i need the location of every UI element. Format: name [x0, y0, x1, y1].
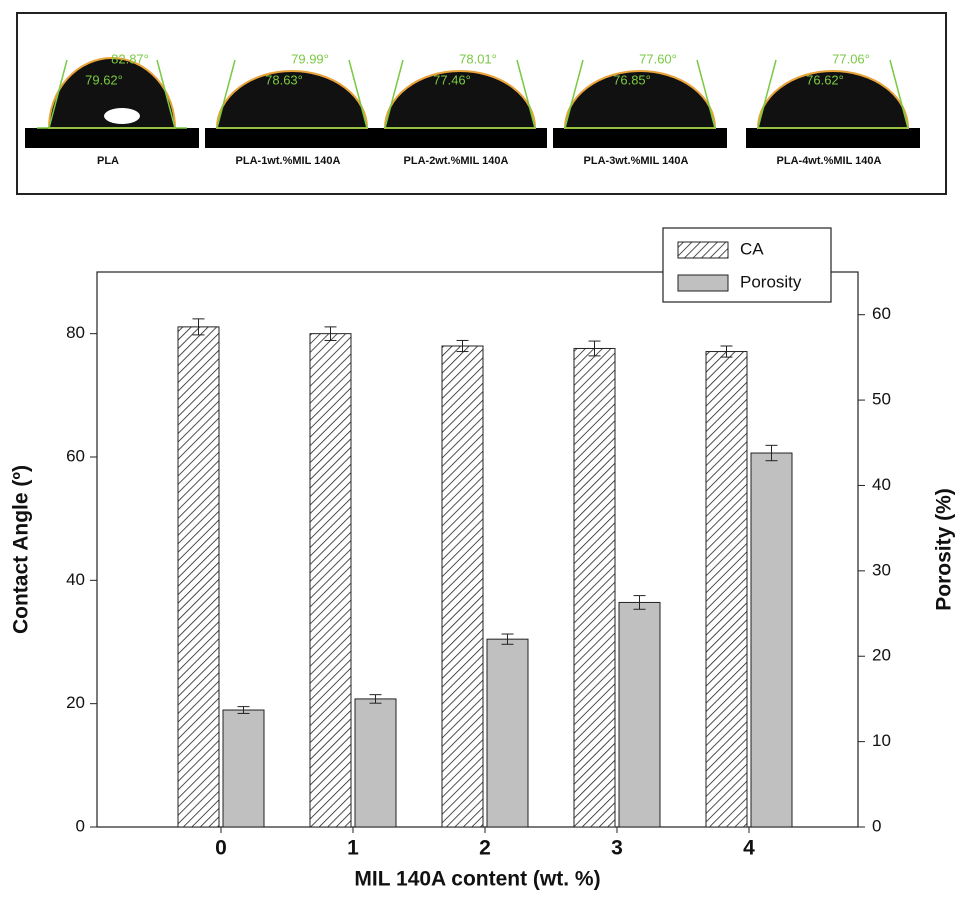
tangent — [156, 59, 176, 129]
reflection — [104, 108, 140, 124]
substrate — [746, 128, 920, 148]
tangent — [757, 59, 777, 129]
tangent — [216, 59, 236, 129]
droplet — [47, 57, 177, 129]
error-bar — [456, 339, 469, 353]
y2-tick-label: 50 — [872, 390, 891, 409]
legend-label: CA — [740, 239, 764, 258]
y2-tick-label: 30 — [872, 560, 891, 579]
substrate — [25, 128, 199, 148]
error-bar — [192, 318, 205, 336]
substrate — [373, 128, 547, 148]
tangent — [696, 59, 716, 129]
y-tick-label: 40 — [66, 570, 85, 589]
angle-label: 76.62° — [806, 72, 844, 87]
error-bar — [588, 340, 601, 357]
y-tick-label: 0 — [76, 816, 85, 835]
tangent — [384, 59, 404, 129]
angle-label: 78.63° — [265, 72, 303, 87]
angle-label: 78.01° — [459, 51, 497, 66]
tangent — [48, 59, 68, 129]
x-tick-label: 0 — [215, 837, 227, 860]
bar — [354, 698, 397, 828]
chart: 0 20 40 60 80 0 10 20 30 40 50 60 0 1 2 3 4 MIL 140A cont… — [10, 227, 956, 891]
angle-label: 79.99° — [291, 51, 329, 66]
error-bar — [720, 345, 733, 358]
bar — [222, 709, 265, 828]
y-axis-title: Contact Angle (º) — [10, 465, 33, 634]
angle-label: 77.06° — [832, 51, 870, 66]
y2-tick-label: 0 — [872, 816, 881, 835]
angle-label: 79.62° — [85, 72, 123, 87]
x-axis-title: MIL 140A content (wt. %) — [354, 868, 600, 891]
error-bar — [501, 633, 514, 645]
y2-tick-label: 10 — [872, 731, 891, 750]
tangent — [564, 59, 584, 129]
x-tick-label: 1 — [347, 837, 359, 860]
x-tick-label: 2 — [479, 837, 491, 860]
legend: CA Porosity — [662, 227, 832, 303]
y-tick-label: 60 — [66, 446, 85, 465]
sample-label: PLA-4wt.%MIL 140A — [777, 155, 882, 167]
y2-axis-title: Porosity (%) — [933, 488, 956, 611]
legend-swatch — [677, 241, 729, 259]
error-bar — [237, 706, 250, 714]
bar — [750, 452, 793, 828]
bar — [573, 347, 616, 828]
angle-label: 77.46° — [433, 72, 471, 87]
y2-tick-label: 20 — [872, 646, 891, 665]
y2-tick-label: 40 — [872, 475, 891, 494]
legend-label: Porosity — [740, 272, 802, 291]
error-bar — [369, 694, 382, 704]
sample-label: PLA-3wt.%MIL 140A — [584, 155, 689, 167]
sample-label: PLA — [97, 155, 119, 167]
tangent — [516, 59, 536, 129]
bar — [618, 601, 661, 828]
tangent — [348, 59, 368, 129]
angle-label: 76.85° — [613, 72, 651, 87]
y-tick-label: 20 — [66, 693, 85, 712]
bar — [441, 345, 484, 828]
y2-tick-label: 60 — [872, 304, 891, 323]
angle-label: 77.60° — [639, 51, 677, 66]
y-tick-label: 80 — [66, 323, 85, 342]
droplet-panel: 82.87° 79.62° PLA 79.99° 78.63° PLA-1wt.%MIL … — [25, 51, 920, 167]
angle-label: 82.87° — [111, 51, 149, 66]
bar — [705, 351, 748, 828]
x-tick-label: 4 — [743, 837, 755, 860]
x-tick-label: 3 — [611, 837, 623, 860]
bar — [486, 638, 529, 828]
bar — [177, 326, 220, 828]
bar — [309, 333, 352, 828]
sample-label: PLA-2wt.%MIL 140A — [404, 155, 509, 167]
substrate — [205, 128, 379, 148]
tangent — [889, 59, 909, 129]
sample-label: PLA-1wt.%MIL 140A — [236, 155, 341, 167]
error-bar — [324, 326, 337, 341]
legend-swatch — [677, 274, 729, 292]
error-bar — [633, 595, 646, 610]
error-bar — [765, 444, 778, 462]
substrate — [553, 128, 727, 148]
